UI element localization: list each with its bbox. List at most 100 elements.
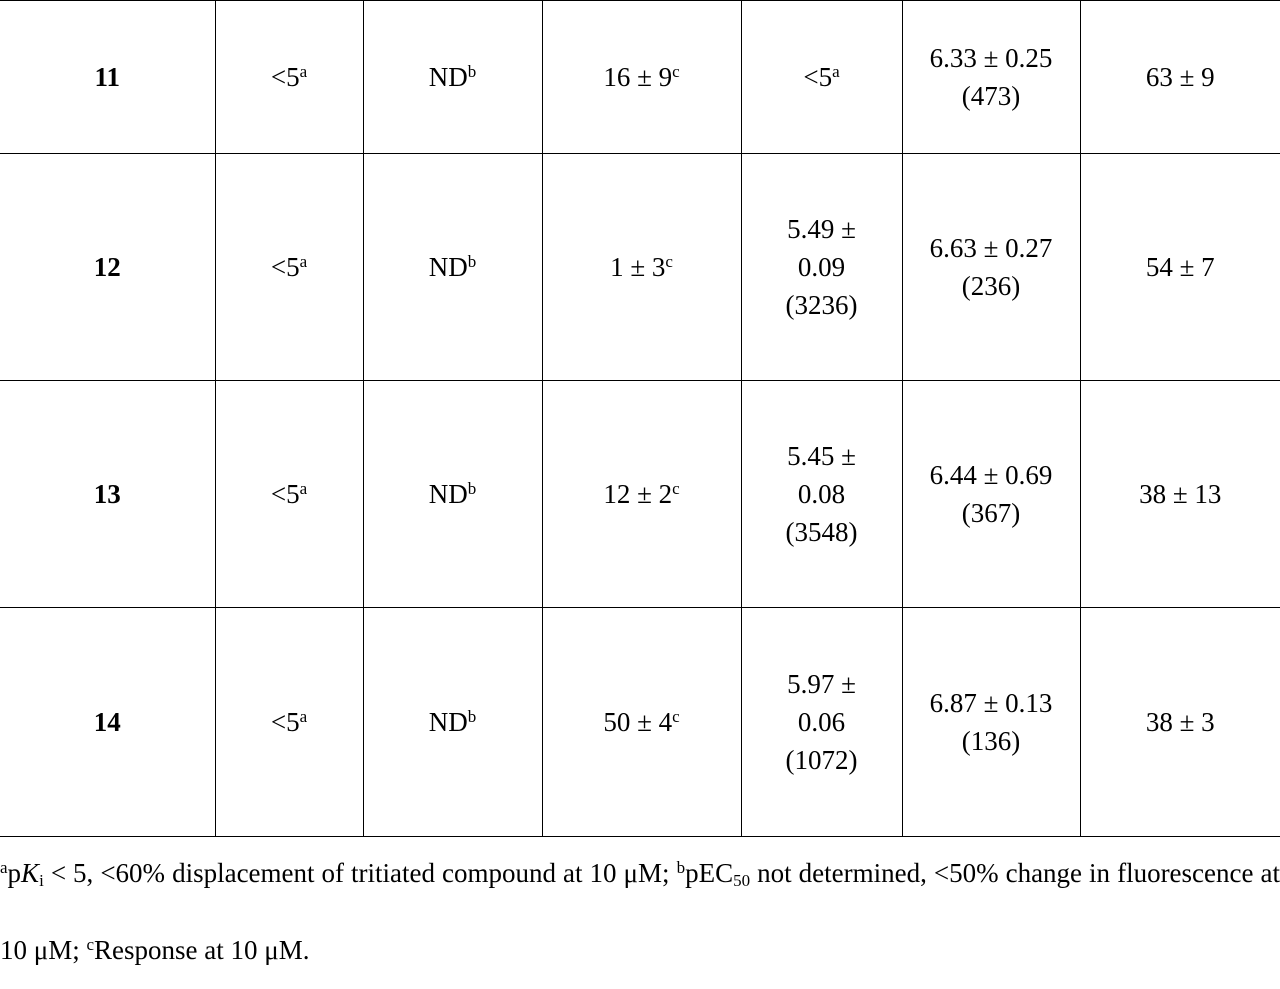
table-cell: 50 ± 4c	[541, 607, 742, 837]
cell-text: ND	[428, 62, 468, 92]
cell-text: 5.49 ± 0.09 (3236)	[785, 214, 858, 320]
cell-content: <5a	[271, 58, 307, 96]
cell-footnote-mark: b	[467, 252, 477, 271]
cell-footnote-mark: b	[467, 707, 477, 726]
table-cell: 38 ± 13	[1079, 380, 1280, 608]
data-table: 11 <5a NDb 16 ± 9c <5a 6.33 ± 0.25 (473) 63 ± …	[0, 0, 1280, 837]
table-cell: <5a	[214, 380, 364, 608]
cell-text: 5.45 ± 0.08 (3548)	[785, 441, 858, 547]
cell-content: 6.87 ± 0.13 (136)	[929, 684, 1054, 760]
table-cell: NDb	[362, 153, 543, 381]
cell-text: 1 ± 3	[610, 252, 666, 282]
cell-content: NDb	[429, 58, 477, 96]
cell-text: 16 ± 9	[603, 62, 673, 92]
table-cell: 5.49 ± 0.09 (3236)	[740, 153, 903, 381]
cell-content: 6.63 ± 0.27 (236)	[929, 229, 1054, 305]
cell-content: NDb	[429, 248, 477, 286]
cell-content: <5a	[271, 248, 307, 286]
cell-content: 38 ± 3	[1146, 703, 1215, 741]
footnote-mark: c	[86, 935, 95, 954]
footnote: apKi < 5, <60% displacement of tritiated…	[0, 835, 1280, 989]
table-cell: 12 ± 2c	[541, 380, 742, 608]
table-row: 14 <5a NDb 50 ± 4c 5.97 ± 0.06 (1072) 6.87 ± …	[0, 607, 1280, 837]
footnote-text: Response at 10 μM.	[94, 935, 310, 965]
table-cell: <5a	[214, 153, 364, 381]
footnote-text: i	[39, 871, 44, 890]
table-cell: 16 ± 9c	[541, 0, 742, 154]
table-cell: <5a	[214, 607, 364, 837]
cell-text: ND	[428, 479, 468, 509]
cell-text: <5	[803, 62, 833, 92]
cell-text: 14	[93, 707, 121, 737]
table-cell: 38 ± 3	[1079, 607, 1280, 837]
cell-text: <5	[270, 252, 300, 282]
cell-footnote-mark: b	[467, 479, 477, 498]
table-cell: NDb	[362, 380, 543, 608]
cell-content: NDb	[429, 703, 477, 741]
cell-text: <5	[270, 707, 300, 737]
footnote-text: pEC	[685, 858, 734, 888]
cell-content: 6.33 ± 0.25 (473)	[929, 39, 1054, 115]
footnote-text: < 5, <60% displacement of tritiated comp…	[43, 858, 677, 888]
cell-content: 54 ± 7	[1146, 248, 1215, 286]
table-cell: 6.87 ± 0.13 (136)	[901, 607, 1081, 837]
table-cell: 11	[0, 0, 216, 154]
cell-text: ND	[428, 252, 468, 282]
cell-text: 54 ± 7	[1145, 252, 1215, 282]
table-cell: 14	[0, 607, 216, 837]
cell-content: <5a	[271, 475, 307, 513]
table-cell: 63 ± 9	[1079, 0, 1280, 154]
cell-text: 50 ± 4	[603, 707, 673, 737]
table-cell: 1 ± 3c	[541, 153, 742, 381]
cell-text: 38 ± 3	[1145, 707, 1215, 737]
cell-content: 1 ± 3c	[610, 248, 673, 286]
cell-content: 5.45 ± 0.08 (3548)	[772, 437, 872, 551]
cell-footnote-mark: a	[299, 707, 308, 726]
cell-content: NDb	[429, 475, 477, 513]
cell-text: ND	[428, 707, 468, 737]
cell-footnote-mark: a	[299, 479, 308, 498]
table-cell: 5.45 ± 0.08 (3548)	[740, 380, 903, 608]
table-cell: 12	[0, 153, 216, 381]
table-cell: 6.63 ± 0.27 (236)	[901, 153, 1081, 381]
table-cell: <5a	[740, 0, 903, 154]
cell-content: 38 ± 13	[1139, 475, 1221, 513]
cell-text: 5.97 ± 0.06 (1072)	[785, 669, 858, 775]
cell-text: 63 ± 9	[1145, 62, 1215, 92]
page: 11 <5a NDb 16 ± 9c <5a 6.33 ± 0.25 (473) 63 ± …	[0, 0, 1280, 965]
cell-content: 5.97 ± 0.06 (1072)	[772, 665, 872, 779]
cell-footnote-mark: c	[672, 62, 680, 81]
footnote-mark: b	[676, 858, 686, 877]
cell-footnote-mark: c	[672, 707, 680, 726]
table-cell: 54 ± 7	[1079, 153, 1280, 381]
cell-text: 6.87 ± 0.13 (136)	[929, 688, 1053, 756]
cell-text: 6.33 ± 0.25 (473)	[929, 43, 1053, 111]
cell-text: 6.44 ± 0.69 (367)	[929, 460, 1053, 528]
cell-text: 12	[93, 252, 121, 282]
cell-footnote-mark: a	[299, 62, 308, 81]
cell-content: 16 ± 9c	[603, 58, 679, 96]
cell-content: 5.49 ± 0.09 (3236)	[772, 210, 872, 324]
footnote-text: 50	[733, 871, 751, 890]
table-cell: NDb	[362, 607, 543, 837]
table-cell: 6.44 ± 0.69 (367)	[901, 380, 1081, 608]
cell-content: 11	[94, 58, 120, 96]
cell-footnote-mark: b	[467, 62, 477, 81]
cell-footnote-mark: a	[299, 252, 308, 271]
table-cell: 5.97 ± 0.06 (1072)	[740, 607, 903, 837]
table-cell: NDb	[362, 0, 543, 154]
cell-text: 11	[94, 62, 120, 92]
cell-content: 63 ± 9	[1146, 58, 1215, 96]
cell-text: <5	[270, 479, 300, 509]
cell-footnote-mark: a	[832, 62, 840, 81]
cell-content: 12	[94, 248, 121, 286]
table-row: 11 <5a NDb 16 ± 9c <5a 6.33 ± 0.25 (473) 63 ± …	[0, 0, 1280, 154]
cell-footnote-mark: c	[665, 252, 673, 271]
cell-content: 13	[94, 475, 121, 513]
cell-content: 12 ± 2c	[603, 475, 679, 513]
footnote-mark: a	[0, 858, 8, 877]
table-cell: 13	[0, 380, 216, 608]
cell-text: 38 ± 13	[1139, 479, 1222, 509]
cell-content: <5a	[803, 58, 839, 96]
table-cell: 6.33 ± 0.25 (473)	[901, 0, 1081, 154]
